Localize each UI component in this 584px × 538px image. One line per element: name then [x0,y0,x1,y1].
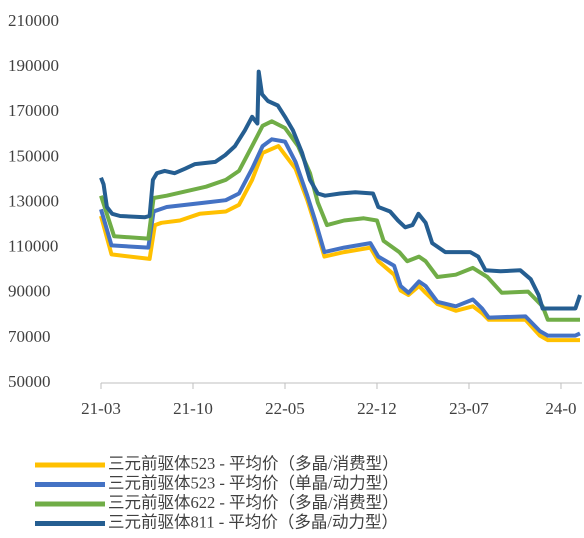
line [99,137,581,338]
y-tick-label: 130000 [8,191,59,210]
y-tick-label: 210000 [8,11,59,30]
legend-label: 三元前驱体523 - 平均价（多晶/消费型） [108,454,399,473]
y-tick-label: 150000 [8,146,59,165]
y-tick-label: 90000 [8,282,51,301]
y-tick-label: 170000 [8,101,59,120]
x-tick-label: 21-03 [81,399,121,418]
y-tick-label: 70000 [8,327,51,346]
x-tick-label: 24-0 [545,399,576,418]
x-tick-label: 21-10 [173,399,213,418]
line [99,144,580,343]
x-tick-label: 23-07 [449,399,489,418]
x-tick-label: 22-05 [265,399,305,418]
line [99,69,582,311]
x-tick-label: 22-12 [357,399,397,418]
y-tick-label: 190000 [8,56,59,75]
legend-label: 三元前驱体622 - 平均价（多晶/消费型） [108,493,399,512]
legend-label: 三元前驱体811 - 平均价（多晶/动力型） [108,512,398,531]
legend-label: 三元前驱体523 - 平均价（单晶/动力型） [108,473,399,492]
y-tick-label: 50000 [8,372,51,391]
line [99,119,580,322]
y-tick-label: 110000 [8,237,58,256]
